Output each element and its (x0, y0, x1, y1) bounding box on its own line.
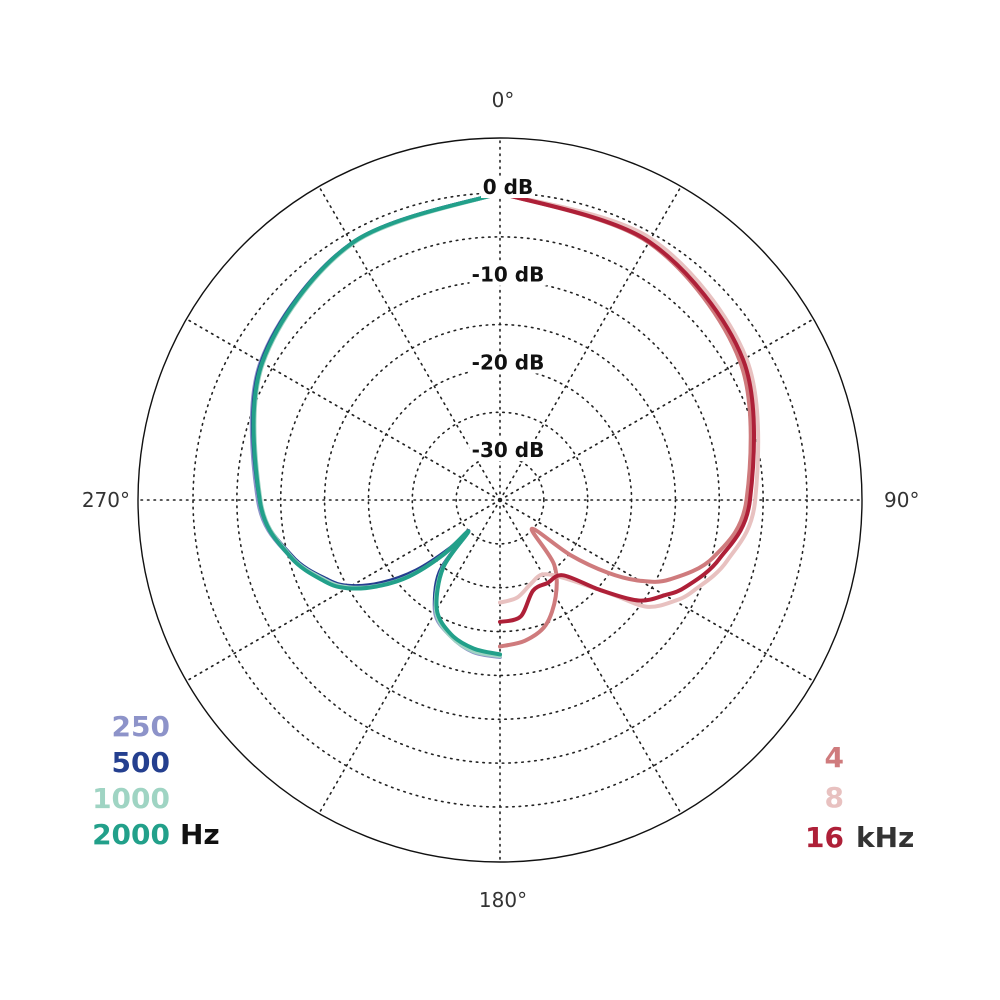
series-line-16 (498, 191, 757, 624)
radial-label-bg (469, 439, 547, 462)
legend-entry: 1000 (92, 782, 170, 815)
legend-unit: Hz (180, 818, 220, 851)
grid-ring (455, 455, 545, 545)
legend-entry: 8 (825, 781, 844, 814)
grid-spoke (499, 499, 682, 815)
outer-circle (137, 137, 863, 863)
radial-label-bg (469, 351, 547, 374)
series-layer (249, 191, 761, 659)
grid-spoke (499, 499, 815, 682)
radial-label: -10 dB (472, 263, 545, 287)
radial-label: -20 dB (472, 350, 545, 374)
angle-label: 90° (884, 488, 919, 512)
radial-label: -30 dB (472, 438, 545, 462)
angle-labels: 0° 90° 180° 270° (82, 88, 920, 912)
radial-labels: 0 dB -10 dB -20 dB -30 dB (469, 175, 547, 462)
grid-ring (411, 411, 589, 589)
angle-label: 0° (492, 88, 515, 112)
radial-label-bg (469, 263, 547, 286)
grid-spoke (185, 499, 501, 682)
series-line-2000 (251, 191, 502, 657)
legend-entry: 4 (825, 741, 844, 774)
angle-label: 180° (479, 888, 527, 912)
radial-label-bg (481, 176, 535, 198)
legend-unit: kHz (856, 821, 914, 854)
legend-entry: 250 (112, 710, 170, 743)
series-line-4 (498, 191, 753, 649)
grid-spoke (185, 318, 501, 501)
angle-label: 270° (82, 488, 130, 512)
legend-entry: 16 (805, 821, 844, 854)
grid-ring (236, 236, 764, 764)
legend-entry: 500 (112, 746, 170, 779)
legend-right: 4 8 16 kHz (805, 741, 914, 854)
series-line-8 (498, 191, 761, 609)
legend-entry: 2000 (92, 818, 170, 851)
grid-spoke (318, 499, 501, 815)
radial-label: 0 dB (483, 175, 533, 199)
grid-spoke (499, 318, 815, 501)
